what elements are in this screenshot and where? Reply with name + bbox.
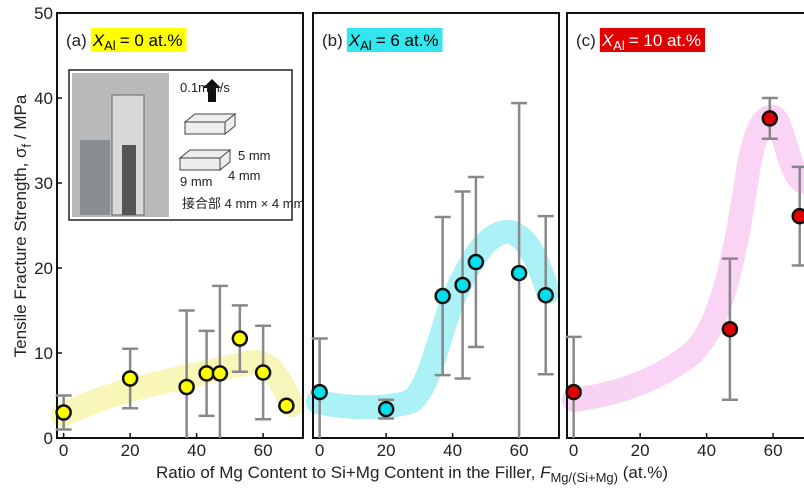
- data-point: [377, 400, 395, 418]
- trend-band: [562, 105, 804, 412]
- panel-label: (c): [576, 31, 596, 50]
- inset: 0.1mm/s 5 mm 4 mm 9 mm 接合部 4 mm × 4 mm: [68, 69, 304, 221]
- data-point: [278, 397, 295, 414]
- panel-label-text: = 6 at.%: [376, 31, 439, 50]
- panel-label-var: X: [92, 31, 105, 50]
- x-axis-label-text: Ratio of Mg Content to Si+Mg Content in …: [156, 463, 540, 482]
- inset-photo-part: [80, 140, 110, 215]
- data-point: [211, 365, 229, 382]
- x-tick-label: 40: [697, 441, 716, 460]
- x-tick-label: 0: [59, 441, 68, 460]
- inset-photo-part: [122, 145, 136, 215]
- x-tick-label: 0: [315, 441, 324, 460]
- error-bar: [178, 309, 195, 438]
- panel-label-text: = 10 at.%: [629, 31, 701, 50]
- data-point: [254, 364, 272, 381]
- data-point: [454, 276, 471, 294]
- data-point: [721, 320, 739, 338]
- data-point: [178, 378, 195, 396]
- arrow: [203, 79, 221, 102]
- panel: 0 20 40 60 (c) XAl = 10 at.%: [565, 12, 804, 460]
- panel-label-condition: XAl = 6 at.%: [348, 31, 439, 53]
- panel-label-condition: XAl = 0 at.%: [92, 31, 183, 53]
- inset-label: 0.1mm/s: [180, 80, 230, 95]
- y-tick-label: 0: [44, 429, 53, 448]
- x-axis-label-var: F: [540, 463, 552, 482]
- panel-label-text: = 0 at.%: [120, 31, 183, 50]
- data-point: [121, 370, 139, 387]
- x-tick-label: 20: [631, 441, 650, 460]
- data-point: [467, 253, 485, 271]
- panel-frame: [312, 12, 560, 439]
- panel-label-highlight: [346, 28, 443, 52]
- x-tick-label: 40: [187, 441, 206, 460]
- x-tick-label: 20: [121, 441, 140, 460]
- trend-band: [306, 220, 560, 420]
- panel-label-highlight: [599, 28, 706, 52]
- data-point: [434, 287, 451, 305]
- x-tick-label: 60: [764, 441, 783, 460]
- panel-label-sub: Al: [104, 38, 116, 53]
- data-point: [198, 365, 215, 382]
- x-axis-label: Ratio of Mg Content to Si+Mg Content in …: [156, 463, 668, 485]
- y-tick-label: 30: [34, 174, 53, 193]
- panel-label-condition: XAl = 10 at.%: [601, 31, 701, 53]
- data-point: [791, 207, 804, 225]
- panel-label-sub: Al: [613, 38, 625, 53]
- data-point: [311, 383, 328, 401]
- data-point: [55, 404, 72, 421]
- panel-label-var: X: [348, 31, 361, 50]
- inset-label: 4 mm: [228, 168, 261, 183]
- inset-label: 5 mm: [238, 148, 271, 163]
- panel-label: (b): [322, 31, 343, 50]
- y-axis-label-after: / MPa: [11, 94, 30, 144]
- y-axis-label-sub: f: [19, 143, 34, 147]
- y-tick-label: 50: [34, 4, 53, 23]
- panel-label-highlight: [90, 28, 187, 52]
- y-axis-label: Tensile Fracture Strength, σf / MPa: [11, 94, 34, 357]
- panel-label: (a): [66, 31, 87, 50]
- x-axis-label-sub: Mg/(Si+Mg): [550, 470, 618, 485]
- panel-label-var: X: [601, 31, 614, 50]
- error-bar: [211, 284, 228, 438]
- panel: 0 20 40 60 (b) XAl = 6 at.%: [311, 12, 560, 460]
- y-axis-label-text: Tensile Fracture Strength, σ: [11, 147, 30, 357]
- y-tick-label: 40: [34, 89, 53, 108]
- specimen: [178, 148, 232, 172]
- x-axis-label-after: (at.%): [618, 463, 668, 482]
- data-point: [565, 383, 582, 401]
- data-point: [510, 264, 528, 282]
- x-tick-label: 20: [377, 441, 396, 460]
- panel: 0 20 40 60 0 10 20 30 40 50 (a) XAl = 0 at.%: [34, 4, 304, 460]
- x-tick-label: 0: [569, 441, 578, 460]
- x-tick-label: 60: [510, 441, 529, 460]
- x-tick-label: 40: [443, 441, 462, 460]
- data-point: [761, 110, 779, 127]
- inset-label: 9 mm: [180, 174, 213, 189]
- specimen: [183, 112, 237, 136]
- panel-label-sub: Al: [360, 38, 372, 53]
- x-tick-label: 60: [254, 441, 273, 460]
- data-point: [537, 286, 554, 304]
- inset-label: 接合部 4 mm × 4 mm: [182, 196, 304, 211]
- y-tick-label: 10: [34, 344, 53, 363]
- panel-frame: [566, 12, 804, 439]
- data-point: [231, 330, 249, 347]
- trend-band: [51, 350, 304, 427]
- panel-frame: [56, 12, 304, 439]
- y-tick-label: 20: [34, 259, 53, 278]
